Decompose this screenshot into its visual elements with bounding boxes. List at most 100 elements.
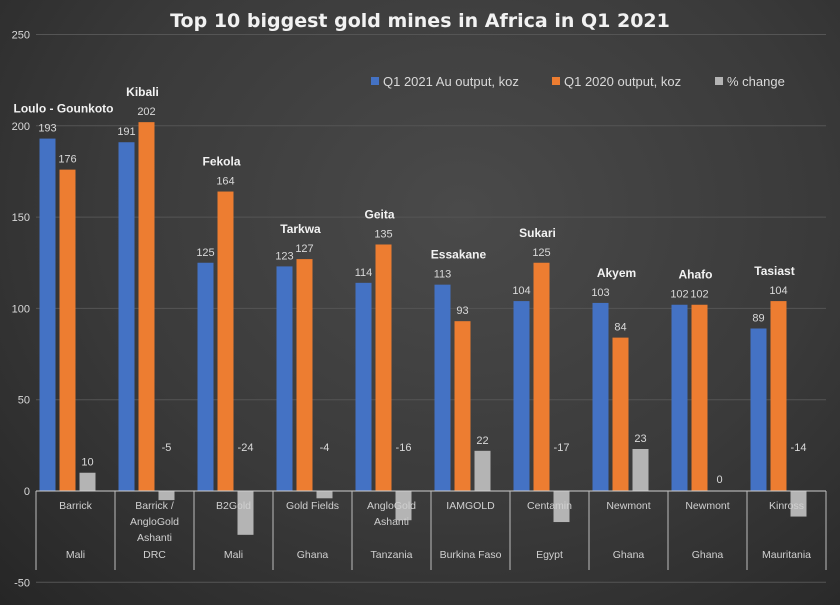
data-label: 164 <box>216 176 234 188</box>
mine-name-label: Fekola <box>202 155 240 169</box>
data-label: 102 <box>690 289 708 301</box>
y-axis: 250 200 150 100 50 0 -50 <box>12 30 30 590</box>
data-label: 135 <box>374 228 392 240</box>
x-axis: Barrick Mali Barrick / AngloGold Ashanti DRC B… <box>35 490 827 570</box>
legend-label: Q1 2021 Au output, koz <box>383 74 519 89</box>
data-label: 93 <box>456 305 468 317</box>
mine-name-label: Tarkwa <box>280 222 321 236</box>
bar-q1-2021 <box>592 302 609 491</box>
data-label: 84 <box>614 322 626 334</box>
bar-pct-change <box>395 491 412 521</box>
gridlines <box>36 34 826 583</box>
data-label: 89 <box>752 312 764 324</box>
bar-q1-2020 <box>533 262 550 491</box>
bar-q1-2020 <box>770 301 787 491</box>
bar-q1-2021 <box>118 142 135 491</box>
data-label: -5 <box>162 442 172 454</box>
data-label: 104 <box>512 285 530 297</box>
bar-pct-change <box>790 491 807 517</box>
company-label: Centamin <box>527 500 572 512</box>
mine-name-label: Loulo - Gounkoto <box>14 102 114 116</box>
country-label: Egypt <box>536 549 563 561</box>
data-label: -17 <box>554 442 570 454</box>
company-label: AngloGold <box>130 516 179 528</box>
bar-q1-2021 <box>197 262 214 491</box>
company-label: Ashanti <box>137 532 172 544</box>
data-label: 113 <box>434 269 452 281</box>
bar-pct-change <box>237 491 254 535</box>
y-tick-label: 0 <box>24 486 30 498</box>
bar-q1-2021 <box>513 301 530 491</box>
bar-q1-2021 <box>39 138 56 491</box>
country-label: Mali <box>66 549 85 561</box>
mine-name-label: Geita <box>364 207 394 221</box>
data-label: 114 <box>355 267 373 279</box>
data-label: 0 <box>716 474 722 486</box>
data-label: 202 <box>137 106 155 118</box>
bar-q1-2021 <box>750 328 767 491</box>
company-label: Gold Fields <box>286 500 339 512</box>
legend-swatch <box>715 77 723 85</box>
legend-swatch <box>371 77 379 85</box>
data-label: -4 <box>320 442 330 454</box>
company-label: Newmont <box>685 500 729 512</box>
data-label: 191 <box>117 126 135 138</box>
data-label: 103 <box>591 287 609 299</box>
data-label: 22 <box>476 435 488 447</box>
y-tick-label: 200 <box>12 121 30 133</box>
company-label: Ashanti <box>374 516 409 528</box>
mine-name-label: Ahafo <box>679 268 713 282</box>
bar-q1-2020 <box>454 321 471 491</box>
country-label: Mauritania <box>762 549 811 561</box>
bar-pct-change <box>632 449 649 491</box>
legend-label: % change <box>727 74 785 89</box>
bar-q1-2020 <box>375 244 392 491</box>
y-tick-label: 50 <box>18 395 30 407</box>
bar-pct-change <box>474 450 491 491</box>
data-label: -16 <box>396 442 412 454</box>
y-tick-label: 150 <box>12 212 30 224</box>
data-label: 176 <box>58 154 76 166</box>
data-label: 10 <box>81 457 93 469</box>
company-label: Newmont <box>606 500 650 512</box>
y-tick-label: 100 <box>12 303 30 315</box>
bar-q1-2020 <box>59 169 76 491</box>
mine-name-label: Kibali <box>126 85 159 99</box>
bar-pct-change <box>316 491 333 499</box>
legend-label: Q1 2020 output, koz <box>564 74 681 89</box>
data-label: 127 <box>295 243 313 255</box>
company-label: Barrick <box>59 500 92 512</box>
country-label: Ghana <box>692 549 724 561</box>
y-tick-label: -50 <box>14 577 30 589</box>
mine-name-label: Essakane <box>431 248 487 262</box>
data-label: 193 <box>38 123 56 135</box>
data-label: 125 <box>532 247 550 259</box>
chart-title: Top 10 biggest gold mines in Africa in Q… <box>170 10 670 32</box>
country-label: Mali <box>224 549 243 561</box>
legend: Q1 2021 Au output, koz Q1 2020 output, ko… <box>371 74 785 89</box>
data-label: -14 <box>791 442 807 454</box>
bar-q1-2020 <box>296 259 313 491</box>
bar-pct-change <box>553 491 570 523</box>
bar-q1-2021 <box>671 304 688 491</box>
mine-name-label: Sukari <box>519 226 556 240</box>
country-label: Burkina Faso <box>440 549 502 561</box>
mine-name-label: Tasiast <box>754 264 794 278</box>
bar-pct-change <box>79 472 96 491</box>
country-label: Ghana <box>297 549 329 561</box>
mine-name-label: Akyem <box>597 266 636 280</box>
bar-q1-2020 <box>217 191 234 491</box>
data-label: 125 <box>196 247 214 259</box>
bar-q1-2021 <box>276 266 293 491</box>
country-label: DRC <box>143 549 166 561</box>
company-label: IAMGOLD <box>446 500 495 512</box>
company-label: Kinross <box>769 500 804 512</box>
company-label: Barrick / <box>135 500 174 512</box>
company-label: B2Gold <box>216 500 251 512</box>
country-label: Ghana <box>613 549 645 561</box>
bar-q1-2021 <box>355 282 372 491</box>
bar-pct-change <box>158 491 175 501</box>
company-label: AngloGold <box>367 500 416 512</box>
